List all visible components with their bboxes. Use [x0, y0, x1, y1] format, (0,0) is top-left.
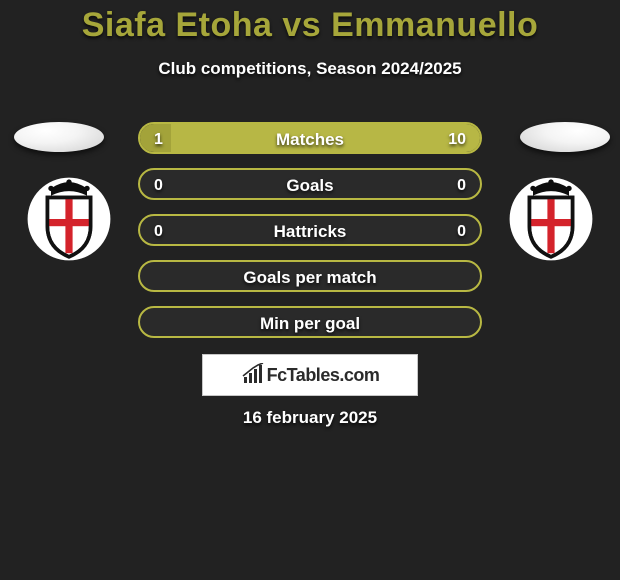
stat-row: Hattricks0 0 — [138, 214, 482, 246]
stat-label: Goals per match — [140, 262, 480, 292]
stat-label: Matches — [140, 124, 480, 154]
stat-value-right: 10 — [448, 124, 466, 154]
stat-value-left: 0 — [154, 170, 163, 200]
player-avatar-left — [14, 122, 104, 152]
stat-row: Goals per match — [138, 260, 482, 292]
brand-box: FcTables.com — [202, 354, 418, 396]
player-avatar-right — [520, 122, 610, 152]
club-badge-left — [24, 174, 114, 264]
stat-value-right: 0 — [457, 216, 466, 246]
page-title: Siafa Etoha vs Emmanuello — [0, 0, 620, 45]
stat-value-left: 0 — [154, 216, 163, 246]
brand-chart-icon — [241, 363, 265, 387]
club-badge-right — [506, 174, 596, 264]
stat-label: Min per goal — [140, 308, 480, 338]
stat-row: Goals0 0 — [138, 168, 482, 200]
stat-row: Min per goal — [138, 306, 482, 338]
date-label: 16 february 2025 — [0, 408, 620, 428]
stat-value-right: 0 — [457, 170, 466, 200]
stat-label: Goals — [140, 170, 480, 200]
stat-label: Hattricks — [140, 216, 480, 246]
stat-value-left: 1 — [154, 124, 163, 154]
brand-text: FcTables.com — [267, 365, 380, 386]
stat-row: Matches1 10 — [138, 122, 482, 154]
stats-container: Matches110Goals00Hattricks00Goals per ma… — [138, 122, 482, 352]
subtitle: Club competitions, Season 2024/2025 — [0, 59, 620, 79]
